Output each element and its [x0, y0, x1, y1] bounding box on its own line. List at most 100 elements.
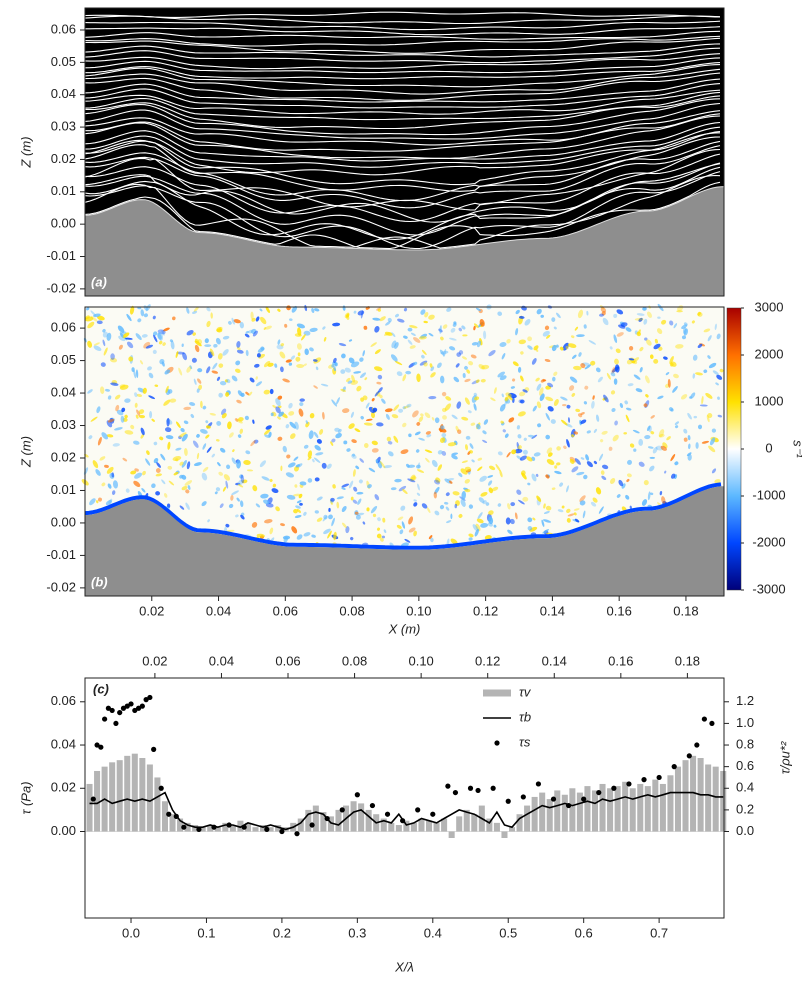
vorticity-patch [277, 308, 281, 312]
vorticity-patch [194, 344, 200, 353]
streamline [84, 162, 721, 236]
scatter-point [102, 716, 108, 722]
vorticity-patch [554, 465, 558, 469]
vorticity-patch [280, 366, 284, 373]
vorticity-patch [507, 529, 513, 535]
vorticity-patch [403, 307, 408, 312]
x-tick-label: 0.5 [499, 925, 517, 940]
vorticity-patch [545, 474, 550, 479]
vorticity-patch [688, 443, 691, 450]
vorticity-patch [245, 349, 249, 357]
vorticity-patch [373, 366, 383, 372]
vorticity-patch [478, 497, 485, 503]
vorticity-patch [441, 450, 447, 456]
colorbar [726, 307, 742, 591]
vorticity-patch [635, 388, 643, 393]
vorticity-patch [316, 496, 323, 501]
vorticity-patch [577, 413, 583, 418]
vorticity-patch [391, 414, 399, 419]
vorticity-patch [559, 482, 564, 487]
bar [146, 764, 153, 832]
vorticity-patch [473, 323, 479, 328]
vorticity-patch [511, 397, 515, 403]
vorticity-patch [341, 408, 350, 414]
vorticity-patch [478, 364, 485, 370]
vorticity-patch [205, 420, 209, 424]
vorticity-patch [633, 374, 641, 380]
vorticity-patch [544, 325, 550, 331]
vorticity-patch [129, 305, 135, 315]
vorticity-patch [542, 519, 552, 523]
vorticity-patch [551, 317, 556, 322]
y-tick-label: 0.00 [51, 823, 76, 838]
vorticity-patch [167, 465, 173, 470]
vorticity-patch [350, 411, 354, 418]
vorticity-patch [314, 510, 319, 514]
vorticity-patch [341, 353, 346, 359]
vorticity-patch [155, 491, 161, 496]
vorticity-patch [571, 392, 576, 397]
scatter-point [105, 705, 111, 711]
vorticity-patch [474, 396, 480, 401]
y-tick-label: 0.05 [51, 54, 76, 69]
x-tick-label: 0.10 [408, 653, 433, 668]
vorticity-patch [100, 362, 106, 367]
vorticity-patch [556, 446, 561, 451]
vorticity-patch [340, 388, 347, 392]
vorticity-patch [121, 407, 126, 413]
vorticity-patch [687, 412, 692, 420]
vorticity-patch [487, 475, 494, 478]
vorticity-patch [500, 420, 504, 424]
vorticity-patch [311, 307, 315, 314]
vorticity-patch [518, 499, 525, 505]
vorticity-patch [282, 378, 290, 383]
colorbar-tick-label: 3000 [755, 299, 784, 314]
colorbar-tick-label: -3000 [752, 581, 785, 596]
vorticity-patch [213, 343, 218, 348]
vorticity-patch [231, 375, 238, 382]
vorticity-patch [228, 321, 232, 325]
vorticity-patch [697, 424, 703, 430]
streamline [84, 98, 721, 136]
bed [85, 486, 724, 596]
vorticity-patch [298, 408, 304, 417]
vorticity-patch [348, 339, 353, 342]
vorticity-patch [477, 466, 483, 472]
vorticity-patch [412, 410, 419, 418]
vorticity-patch [455, 363, 460, 368]
vorticity-patch [331, 438, 336, 443]
vorticity-patch [280, 465, 283, 472]
streamline [84, 43, 721, 58]
vorticity-patch [104, 464, 109, 468]
bar [199, 827, 206, 832]
vorticity-patch [580, 457, 585, 460]
vorticity-patch [394, 360, 403, 366]
vorticity-patch [386, 436, 392, 442]
vorticity-patch [275, 506, 280, 512]
streamline [84, 20, 721, 31]
x-tick-label: 0.04 [209, 653, 234, 668]
vorticity-patch [616, 332, 624, 337]
vorticity-patch [565, 345, 569, 350]
vorticity-patch [670, 454, 676, 462]
vorticity-patch [97, 436, 102, 446]
vorticity-patch [196, 433, 200, 438]
vorticity-patch [546, 458, 555, 466]
streamline [84, 68, 721, 95]
scatter-point [641, 777, 647, 783]
vorticity-patch [600, 439, 604, 443]
vorticity-patch [510, 502, 516, 507]
vorticity-patch [265, 325, 272, 330]
vorticity-patch [706, 414, 710, 423]
x-tick-label: 0.08 [339, 603, 364, 618]
colorbar-tick-label: 2000 [755, 346, 784, 361]
bar [177, 818, 184, 832]
vorticity-patch [359, 372, 367, 379]
vorticity-patch [255, 503, 261, 508]
colorbar-tick-label: 1000 [755, 393, 784, 408]
vorticity-patch [574, 326, 579, 331]
vorticity-patch [210, 312, 213, 319]
vorticity-patch [323, 528, 331, 535]
vorticity-patch [119, 332, 124, 338]
vorticity-patch [426, 507, 431, 513]
